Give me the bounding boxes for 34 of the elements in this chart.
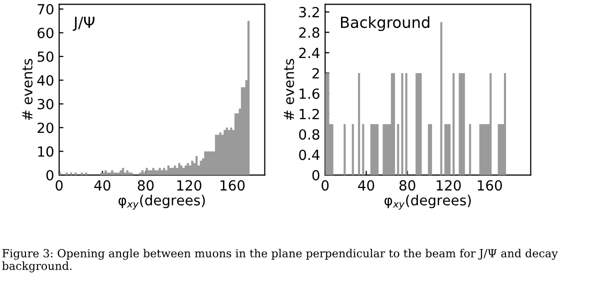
x-tick-label: 40 bbox=[358, 180, 374, 191]
text: J/Ψ bbox=[72, 16, 94, 31]
y-axis-title: # events bbox=[22, 58, 33, 120]
x-tick-label: 0 bbox=[322, 180, 329, 191]
y-tick-label: 40 bbox=[37, 75, 54, 86]
y-tick-label: 50 bbox=[38, 51, 54, 62]
y-tick-label: 0 bbox=[46, 170, 54, 181]
y-tick-label: 70 bbox=[38, 4, 54, 15]
x-axis-title: φ$_{xy}$(degrees) bbox=[384, 194, 471, 210]
y-tick-label: 10 bbox=[38, 146, 54, 157]
y-tick-label: 0.4 bbox=[299, 150, 320, 160]
y-tick-label: 0 bbox=[312, 170, 320, 181]
x-tick-label: 0 bbox=[56, 180, 63, 191]
y-tick-label: 60 bbox=[38, 28, 54, 38]
y-tick-label: 2.4 bbox=[299, 48, 320, 58]
y-tick-label: 0.8 bbox=[299, 129, 320, 140]
x-axis-title: φ$_{xy}$(degrees) bbox=[118, 194, 205, 210]
x-tick-label: 80 bbox=[138, 180, 154, 191]
y-tick-label: 2 bbox=[312, 68, 319, 78]
y-tick-label: 30 bbox=[38, 98, 54, 110]
y-tick-label: 1.2 bbox=[300, 108, 319, 120]
caption: Figure 3: Opening angle between muons in the plane perpendicular to the beam for J/Ψ and decay background. bbox=[2, 248, 558, 272]
x-tick-label: 160 bbox=[478, 180, 502, 191]
x-tick-label: 160 bbox=[220, 180, 245, 191]
x-tick-label: 80 bbox=[399, 180, 416, 191]
text: Background bbox=[341, 16, 430, 32]
x-tick-label: 40 bbox=[94, 180, 110, 191]
y-tick-label: 2.8 bbox=[299, 27, 320, 38]
y-tick-label: 1.6 bbox=[300, 88, 320, 99]
y-tick-label: 3.2 bbox=[299, 6, 319, 18]
x-tick-label: 120 bbox=[436, 180, 461, 191]
y-tick-label: 20 bbox=[38, 122, 54, 134]
x-tick-label: 120 bbox=[177, 180, 202, 191]
y-axis-title: # events bbox=[284, 58, 294, 120]
